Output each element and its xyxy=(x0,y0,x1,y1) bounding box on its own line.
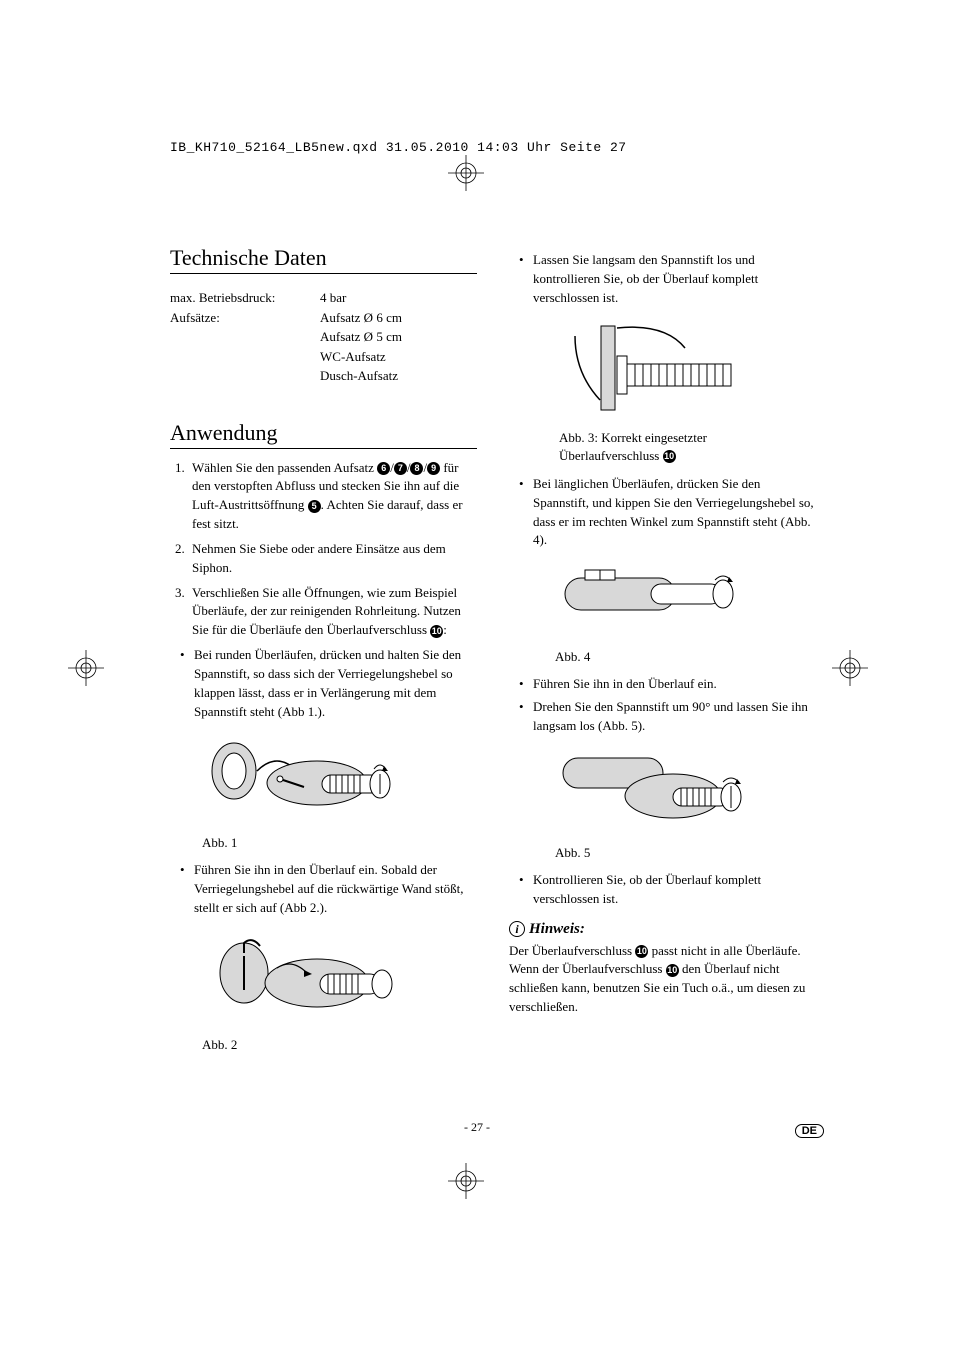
bullet-list: Führen Sie ihn in den Überlauf ein. Soba… xyxy=(170,861,477,918)
spec-label: max. Betriebsdruck: xyxy=(170,288,320,308)
spec-value: Aufsatz Ø 6 cm Aufsatz Ø 5 cm WC-Aufsatz… xyxy=(320,308,477,386)
info-icon: i xyxy=(509,921,525,937)
bullet-list: Kontrollieren Sie, ob der Überlauf kompl… xyxy=(509,871,816,909)
spec-label: Aufsätze: xyxy=(170,308,320,386)
ref-badge: 10 xyxy=(666,964,679,977)
figure-2 xyxy=(202,928,477,1033)
right-column: Lassen Sie langsam den Spannstift los un… xyxy=(509,245,816,1063)
left-column: Technische Daten max. Betriebsdruck: 4 b… xyxy=(170,245,477,1063)
registration-mark-bottom xyxy=(448,1163,484,1199)
step-item: Verschließen Sie alle Öffnungen, wie zum… xyxy=(188,584,477,641)
step-item: Nehmen Sie Siebe oder andere Einsätze au… xyxy=(188,540,477,578)
ref-badge: 9 xyxy=(427,462,440,475)
ref-badge: 6 xyxy=(377,462,390,475)
figure-1-caption: Abb. 1 xyxy=(202,835,477,851)
ordered-steps: Wählen Sie den passenden Aufsatz 6/7/8/9… xyxy=(170,459,477,641)
bullet-item: Kontrollieren Sie, ob der Überlauf kompl… xyxy=(523,871,816,909)
spec-row: Aufsätze: Aufsatz Ø 6 cm Aufsatz Ø 5 cm … xyxy=(170,308,477,386)
bullet-list: Bei länglichen Überläufen, drücken Sie d… xyxy=(509,475,816,550)
ref-badge: 8 xyxy=(410,462,423,475)
bullet-list: Führen Sie ihn in den Überlauf ein. Dreh… xyxy=(509,675,816,736)
figure-2-caption: Abb. 2 xyxy=(202,1037,477,1053)
heading-technische-daten: Technische Daten xyxy=(170,245,477,274)
bullet-list: Lassen Sie langsam den Spannstift los un… xyxy=(509,251,816,308)
heading-anwendung: Anwendung xyxy=(170,420,477,449)
language-badge: DE xyxy=(795,1124,824,1138)
figure-5-caption: Abb. 5 xyxy=(555,845,816,861)
bullet-item: Führen Sie ihn in den Überlauf ein. xyxy=(523,675,816,694)
figure-4 xyxy=(555,560,816,645)
figure-3-caption: Abb. 3: Korrekt eingesetzter Überlaufver… xyxy=(559,429,816,465)
ref-badge: 10 xyxy=(663,450,676,463)
prepress-header: IB_KH710_52164_LB5new.qxd 31.05.2010 14:… xyxy=(170,140,627,155)
figure-4-caption: Abb. 4 xyxy=(555,649,816,665)
ref-badge: 5 xyxy=(308,500,321,513)
figure-1 xyxy=(202,731,477,831)
bullet-list: Bei runden Überläufen, drücken und halte… xyxy=(170,646,477,721)
bullet-item: Lassen Sie langsam den Spannstift los un… xyxy=(523,251,816,308)
bullet-item: Bei runden Überläufen, drücken und halte… xyxy=(184,646,477,721)
bullet-item: Bei länglichen Überläufen, drücken Sie d… xyxy=(523,475,816,550)
registration-mark-top xyxy=(448,155,484,191)
ref-badge: 10 xyxy=(635,945,648,958)
step-item: Wählen Sie den passenden Aufsatz 6/7/8/9… xyxy=(188,459,477,534)
ref-badge: 10 xyxy=(430,625,443,638)
bullet-item: Führen Sie ihn in den Überlauf ein. Soba… xyxy=(184,861,477,918)
note-title: Hinweis: xyxy=(529,921,585,938)
note-body: Der Überlaufverschluss 10 passt nicht in… xyxy=(509,942,816,1017)
spec-value: 4 bar xyxy=(320,288,477,308)
content-columns: Technische Daten max. Betriebsdruck: 4 b… xyxy=(170,245,816,1063)
page: IB_KH710_52164_LB5new.qxd 31.05.2010 14:… xyxy=(0,0,954,1350)
figure-5 xyxy=(555,746,816,841)
note-heading: i Hinweis: xyxy=(509,921,816,938)
figure-3 xyxy=(555,318,816,423)
registration-mark-left xyxy=(68,650,104,686)
registration-mark-right xyxy=(832,650,868,686)
spec-row: max. Betriebsdruck: 4 bar xyxy=(170,288,477,308)
bullet-item: Drehen Sie den Spannstift um 90° und las… xyxy=(523,698,816,736)
ref-badge: 7 xyxy=(394,462,407,475)
